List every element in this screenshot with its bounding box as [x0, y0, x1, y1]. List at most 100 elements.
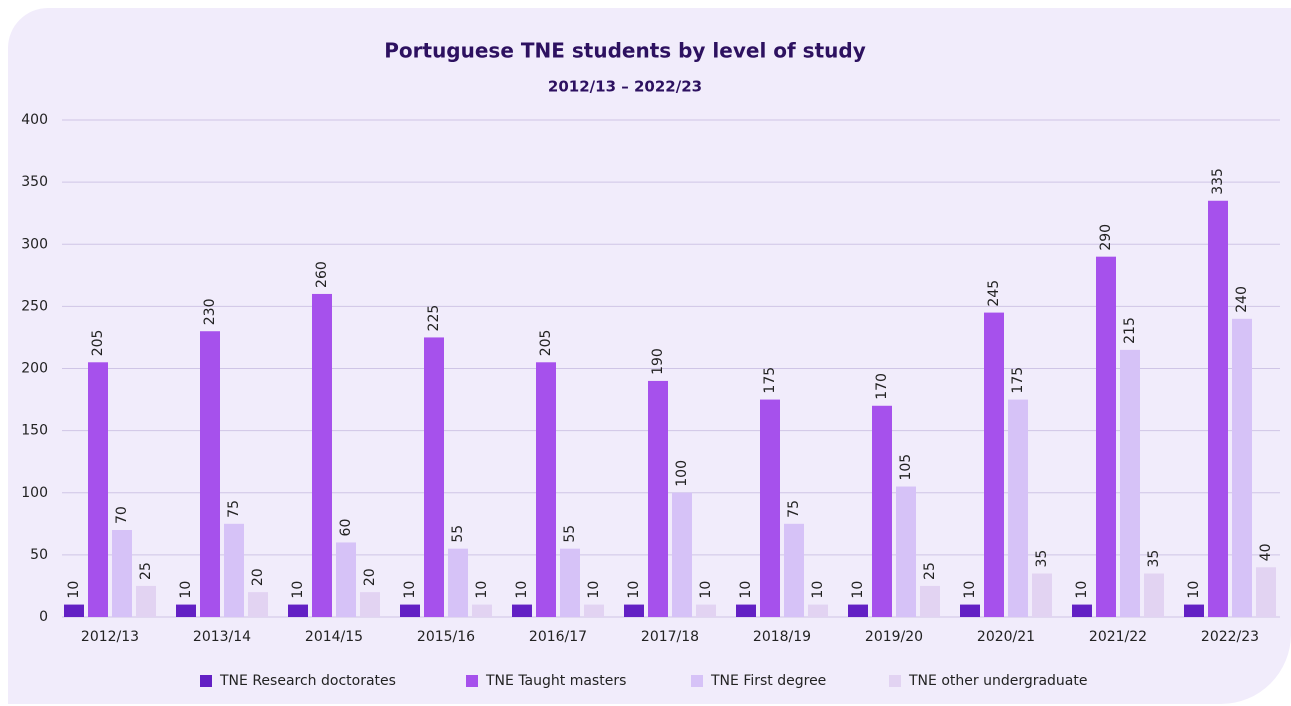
value-label: 55: [562, 525, 578, 543]
bar: [1144, 573, 1164, 617]
value-label: 60: [338, 519, 354, 537]
bar: [896, 486, 916, 617]
legend-label: TNE Taught masters: [485, 673, 626, 689]
bar: [1008, 399, 1028, 617]
bar: [1096, 256, 1116, 617]
value-label: 70: [114, 506, 130, 524]
x-tick-label: 2017/18: [641, 629, 699, 645]
chart-title: Portuguese TNE students by level of stud…: [384, 39, 865, 63]
bar: [648, 380, 668, 617]
value-label: 215: [1122, 317, 1138, 344]
bar: [224, 523, 244, 617]
value-label: 75: [786, 500, 802, 518]
y-tick-label: 400: [21, 112, 48, 128]
bar: [584, 604, 604, 617]
bar: [624, 604, 644, 617]
bar: [200, 331, 220, 617]
bar: [560, 548, 580, 617]
legend-label: TNE other undergraduate: [908, 673, 1088, 689]
value-label: 240: [1234, 286, 1250, 313]
chart-subtitle: 2012/13 – 2022/23: [548, 78, 702, 96]
bar: [112, 530, 132, 617]
legend-label: TNE Research doctorates: [219, 673, 396, 689]
y-tick-label: 100: [21, 485, 48, 501]
legend-label: TNE First degree: [710, 673, 826, 689]
value-label: 335: [1210, 168, 1226, 195]
value-label: 10: [698, 581, 714, 599]
bar: [1184, 604, 1204, 617]
x-tick-label: 2020/21: [977, 629, 1035, 645]
value-label: 35: [1034, 550, 1050, 568]
value-label: 25: [138, 562, 154, 580]
bar: [1208, 200, 1228, 617]
value-label: 10: [738, 581, 754, 599]
x-tick-label: 2019/20: [865, 629, 923, 645]
bar: [176, 604, 196, 617]
bar: [312, 293, 332, 617]
value-label: 10: [402, 581, 418, 599]
bar: [920, 585, 940, 617]
value-label: 105: [898, 454, 914, 481]
y-tick-label: 200: [21, 361, 48, 377]
value-label: 10: [850, 581, 866, 599]
x-tick-label: 2013/14: [193, 629, 251, 645]
value-label: 10: [514, 581, 530, 599]
value-label: 190: [650, 348, 666, 375]
bar: [696, 604, 716, 617]
bar: [136, 585, 156, 617]
value-label: 205: [538, 330, 554, 357]
x-tick-label: 2016/17: [529, 629, 587, 645]
value-label: 245: [986, 280, 1002, 307]
value-label: 10: [626, 581, 642, 599]
bar: [984, 312, 1004, 617]
y-tick-label: 300: [21, 236, 48, 252]
bar: [248, 592, 268, 617]
value-label: 20: [362, 568, 378, 586]
value-label: 40: [1258, 543, 1274, 561]
value-label: 10: [178, 581, 194, 599]
legend-swatch: [691, 675, 703, 687]
bar: [784, 523, 804, 617]
value-label: 25: [922, 562, 938, 580]
value-label: 20: [250, 568, 266, 586]
value-label: 10: [1186, 581, 1202, 599]
value-label: 10: [962, 581, 978, 599]
x-tick-label: 2015/16: [417, 629, 475, 645]
bar: [1032, 573, 1052, 617]
y-tick-label: 150: [21, 423, 48, 439]
bar: [360, 592, 380, 617]
bar: [512, 604, 532, 617]
value-label: 225: [426, 305, 442, 332]
bar: [336, 542, 356, 617]
value-label: 10: [474, 581, 490, 599]
bar: [424, 337, 444, 617]
x-tick-label: 2012/13: [81, 629, 139, 645]
value-label: 10: [66, 581, 82, 599]
bar: [848, 604, 868, 617]
bar: [760, 399, 780, 617]
x-tick-label: 2021/22: [1089, 629, 1147, 645]
value-label: 175: [1010, 367, 1026, 394]
x-tick-label: 2014/15: [305, 629, 363, 645]
bar: [672, 492, 692, 617]
bar: [536, 362, 556, 617]
value-label: 260: [314, 261, 330, 288]
bar: [808, 604, 828, 617]
bar: [88, 362, 108, 617]
bar: [64, 604, 84, 617]
x-tick-label: 2018/19: [753, 629, 811, 645]
value-label: 55: [450, 525, 466, 543]
value-label: 75: [226, 500, 242, 518]
y-tick-label: 0: [39, 609, 48, 625]
value-label: 175: [762, 367, 778, 394]
value-label: 205: [90, 330, 106, 357]
bar: [736, 604, 756, 617]
value-label: 10: [810, 581, 826, 599]
bar: [960, 604, 980, 617]
bar: [872, 405, 892, 617]
bar: [288, 604, 308, 617]
bar: [448, 548, 468, 617]
y-tick-label: 250: [21, 298, 48, 314]
value-label: 100: [674, 460, 690, 487]
